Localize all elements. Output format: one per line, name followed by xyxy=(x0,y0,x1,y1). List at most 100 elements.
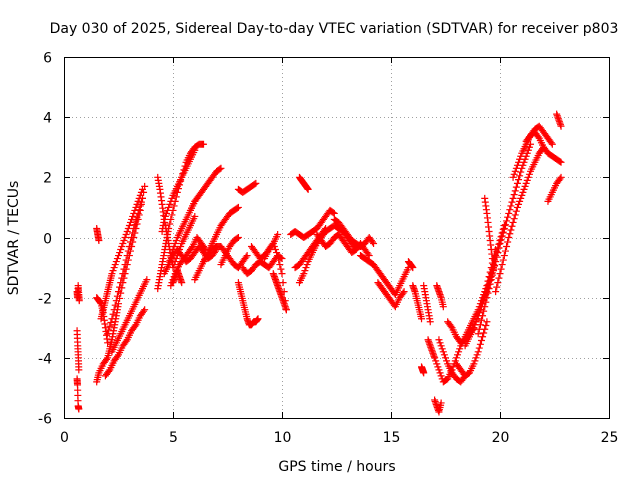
data-point xyxy=(138,185,146,193)
data-point xyxy=(282,306,290,314)
data-point xyxy=(216,165,224,173)
data-point xyxy=(108,270,116,278)
data-point xyxy=(525,143,533,151)
data-point xyxy=(118,243,126,251)
data-point xyxy=(520,185,528,193)
data-point xyxy=(251,180,259,188)
series-arc-42 xyxy=(431,396,445,416)
data-point xyxy=(160,215,168,223)
data-point xyxy=(131,206,139,214)
data-point xyxy=(516,197,524,205)
data-marks xyxy=(73,110,565,416)
data-point xyxy=(479,312,487,320)
data-point xyxy=(167,215,175,223)
data-point xyxy=(233,204,241,212)
data-point xyxy=(234,234,242,241)
data-point xyxy=(420,369,428,377)
data-point xyxy=(124,247,132,255)
data-point xyxy=(439,348,447,356)
data-point xyxy=(519,188,527,196)
data-point xyxy=(436,339,444,347)
data-point xyxy=(506,230,514,238)
data-point xyxy=(516,172,524,180)
data-point xyxy=(510,215,518,223)
data-point xyxy=(436,369,444,377)
series-arc-01 xyxy=(73,282,83,305)
data-point xyxy=(169,246,177,254)
data-point xyxy=(476,306,484,314)
data-point xyxy=(515,158,523,166)
data-point xyxy=(140,307,148,315)
data-point xyxy=(518,191,526,199)
series-arc-36 xyxy=(404,258,417,272)
data-point xyxy=(274,252,282,260)
x-tick-label: 20 xyxy=(492,430,510,446)
data-point xyxy=(511,187,519,195)
data-point xyxy=(120,265,128,273)
data-point xyxy=(483,318,491,326)
x-tick-label: 15 xyxy=(383,430,401,446)
data-point xyxy=(426,318,434,326)
data-point xyxy=(493,253,501,261)
data-point xyxy=(515,176,523,184)
series-arc-49 xyxy=(481,194,497,272)
data-point xyxy=(485,285,493,293)
data-point xyxy=(525,170,533,178)
data-point xyxy=(115,252,122,260)
data-point xyxy=(168,211,176,219)
data-point xyxy=(108,315,116,323)
series-arc-32 xyxy=(313,230,373,260)
data-point xyxy=(513,203,521,211)
data-point xyxy=(119,270,127,278)
data-point xyxy=(453,351,461,359)
data-point xyxy=(172,255,180,263)
data-point xyxy=(329,209,337,217)
data-point xyxy=(497,265,505,273)
series-arc-53 xyxy=(544,173,565,205)
data-point xyxy=(301,267,309,275)
data-point xyxy=(171,240,179,248)
data-point xyxy=(126,238,134,246)
data-point xyxy=(475,309,483,317)
data-point xyxy=(517,194,525,202)
data-point xyxy=(119,240,127,248)
data-point xyxy=(116,249,124,257)
data-point xyxy=(432,357,440,365)
data-point xyxy=(304,185,312,193)
data-point xyxy=(365,252,373,260)
data-point xyxy=(75,405,83,413)
data-point xyxy=(437,342,445,350)
data-point xyxy=(165,261,173,269)
data-point xyxy=(171,258,179,266)
data-point xyxy=(252,179,260,187)
data-point xyxy=(172,237,180,245)
data-point xyxy=(166,220,174,228)
data-point xyxy=(106,322,114,330)
data-point xyxy=(506,206,514,214)
data-point xyxy=(511,211,519,219)
data-point xyxy=(164,206,172,214)
series-arc-17 xyxy=(169,267,186,287)
series-arc-04 xyxy=(93,224,103,245)
data-point xyxy=(300,270,308,278)
data-point xyxy=(501,247,509,255)
data-point xyxy=(103,355,111,363)
data-point xyxy=(161,212,169,220)
data-point xyxy=(452,354,460,362)
data-point xyxy=(135,206,143,214)
data-point xyxy=(279,279,287,287)
data-point xyxy=(125,221,133,229)
data-point xyxy=(115,288,122,296)
data-point xyxy=(470,360,478,368)
data-point xyxy=(481,303,489,311)
data-point xyxy=(136,202,144,210)
data-point xyxy=(109,267,117,275)
data-point xyxy=(509,194,517,202)
data-point xyxy=(509,218,517,226)
data-point xyxy=(472,354,480,362)
data-point xyxy=(409,264,417,272)
data-point xyxy=(276,261,284,269)
data-point xyxy=(488,271,496,279)
data-point xyxy=(447,322,455,330)
